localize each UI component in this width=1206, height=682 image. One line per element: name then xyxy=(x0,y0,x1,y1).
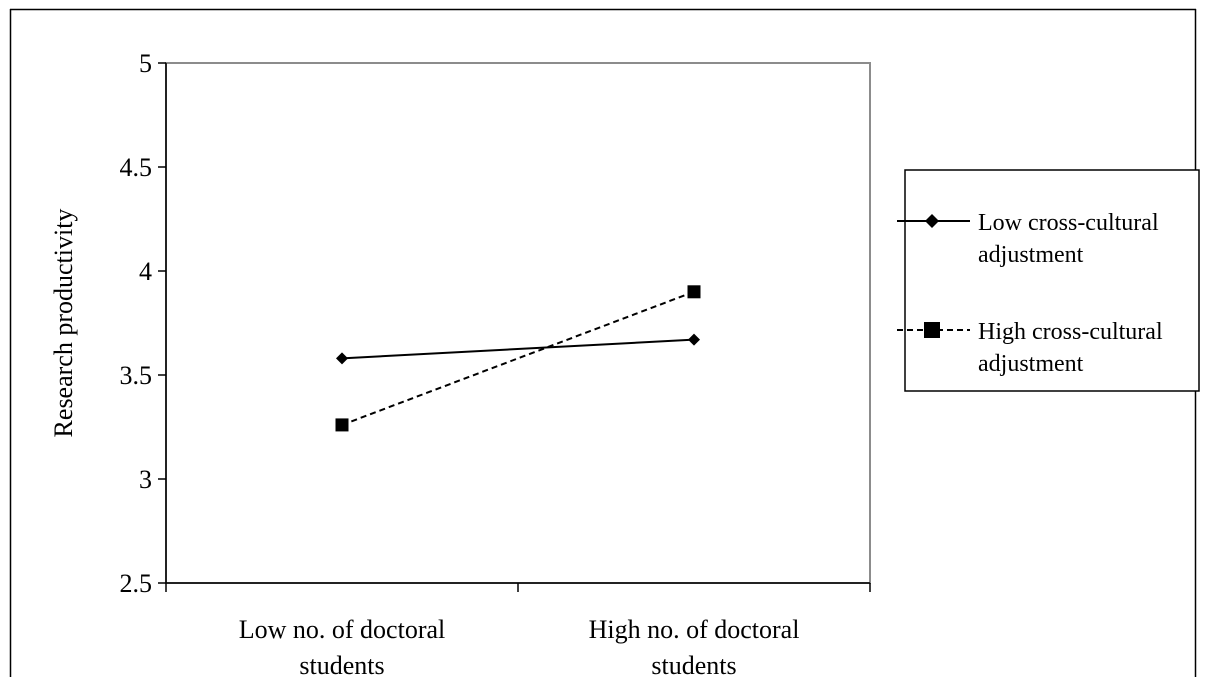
x-category-label: Low no. of doctoral xyxy=(239,615,446,644)
legend-label: adjustment xyxy=(978,351,1084,377)
legend-label: adjustment xyxy=(978,242,1084,268)
x-axis-ticks: Low no. of doctoral students High no. of d… xyxy=(165,583,871,680)
series-low-adjustment xyxy=(336,333,700,365)
legend-label: High cross-cultural xyxy=(978,319,1163,345)
y-tick-label: 4.5 xyxy=(120,153,153,182)
x-category-label: High no. of doctoral xyxy=(589,615,800,644)
data-point-marker xyxy=(687,285,701,299)
y-tick-label: 3 xyxy=(139,465,152,494)
y-tick-label: 5 xyxy=(139,49,152,78)
legend-entry: High cross-cultural adjustment xyxy=(897,319,1163,377)
legend-entry: Low cross-cultural adjustment xyxy=(897,210,1159,268)
series-line xyxy=(341,290,695,426)
legend-marker xyxy=(924,322,940,338)
series-layer xyxy=(335,285,701,432)
y-tick-label: 4 xyxy=(139,257,152,286)
y-tick-label: 3.5 xyxy=(120,361,153,390)
legend-marker xyxy=(925,214,939,228)
data-point-marker xyxy=(336,352,348,365)
y-axis-title: Research productivity xyxy=(49,209,78,438)
plot-area-border xyxy=(165,62,871,584)
data-point-marker xyxy=(688,333,700,346)
y-axis-ticks: 2.5 3 3.5 4 4.5 5 xyxy=(120,49,166,598)
x-category-label: students xyxy=(299,651,384,677)
series-high-adjustment xyxy=(335,285,701,432)
legend-box xyxy=(904,169,1200,392)
legend-label: Low cross-cultural xyxy=(978,210,1159,236)
series-line xyxy=(341,338,695,360)
x-category-label: students xyxy=(651,651,736,677)
data-point-marker xyxy=(335,418,349,432)
y-tick-label: 2.5 xyxy=(120,569,153,598)
